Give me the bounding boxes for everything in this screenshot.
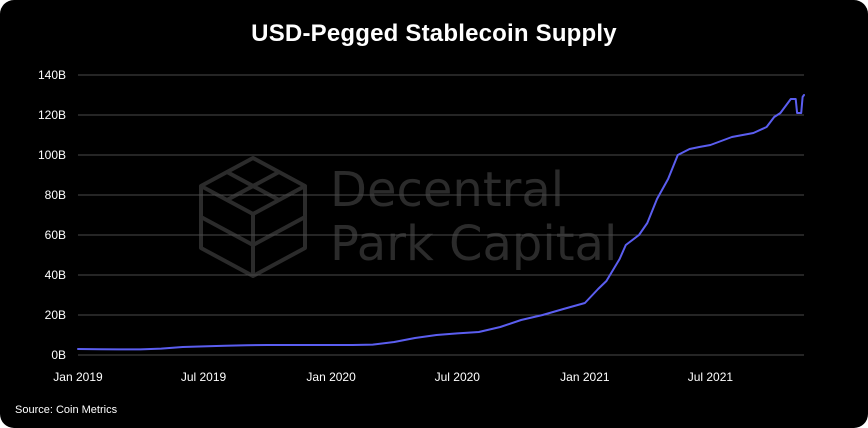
y-tick-label: 100B xyxy=(38,148,66,162)
y-tick-label: 20B xyxy=(45,308,66,322)
x-tick-label: Jan 2020 xyxy=(306,370,356,384)
x-axis-ticks: Jan 2019 Jul 2019 Jan 2020 Jul 2020 Jan 2021… xyxy=(53,370,733,384)
grid-lines xyxy=(78,74,804,356)
y-tick-label: 60B xyxy=(45,228,66,242)
y-tick-label: 80B xyxy=(45,188,66,202)
x-tick-label: Jul 2020 xyxy=(435,370,481,384)
cube-logo-icon xyxy=(199,156,307,278)
watermark-line-2: Park Capital xyxy=(330,216,617,272)
chart-title: USD-Pegged Stablecoin Supply xyxy=(251,20,617,47)
x-tick-label: Jan 2021 xyxy=(560,370,610,384)
series-line xyxy=(77,94,805,351)
y-tick-label: 120B xyxy=(38,108,66,122)
y-tick-label: 140B xyxy=(38,68,66,82)
y-axis-ticks: 0B 20B 40B 60B 80B 100B 120B 140B xyxy=(38,68,66,362)
x-tick-label: Jan 2019 xyxy=(53,370,103,384)
source-note: Source: Coin Metrics xyxy=(15,404,118,416)
watermark-line-1: Decentral xyxy=(330,162,564,218)
x-tick-label: Jul 2019 xyxy=(181,370,227,384)
watermark: Decentral Park Capital xyxy=(199,156,617,278)
x-tick-label: Jul 2021 xyxy=(688,370,734,384)
y-tick-label: 0B xyxy=(51,348,66,362)
y-tick-label: 40B xyxy=(45,268,66,282)
